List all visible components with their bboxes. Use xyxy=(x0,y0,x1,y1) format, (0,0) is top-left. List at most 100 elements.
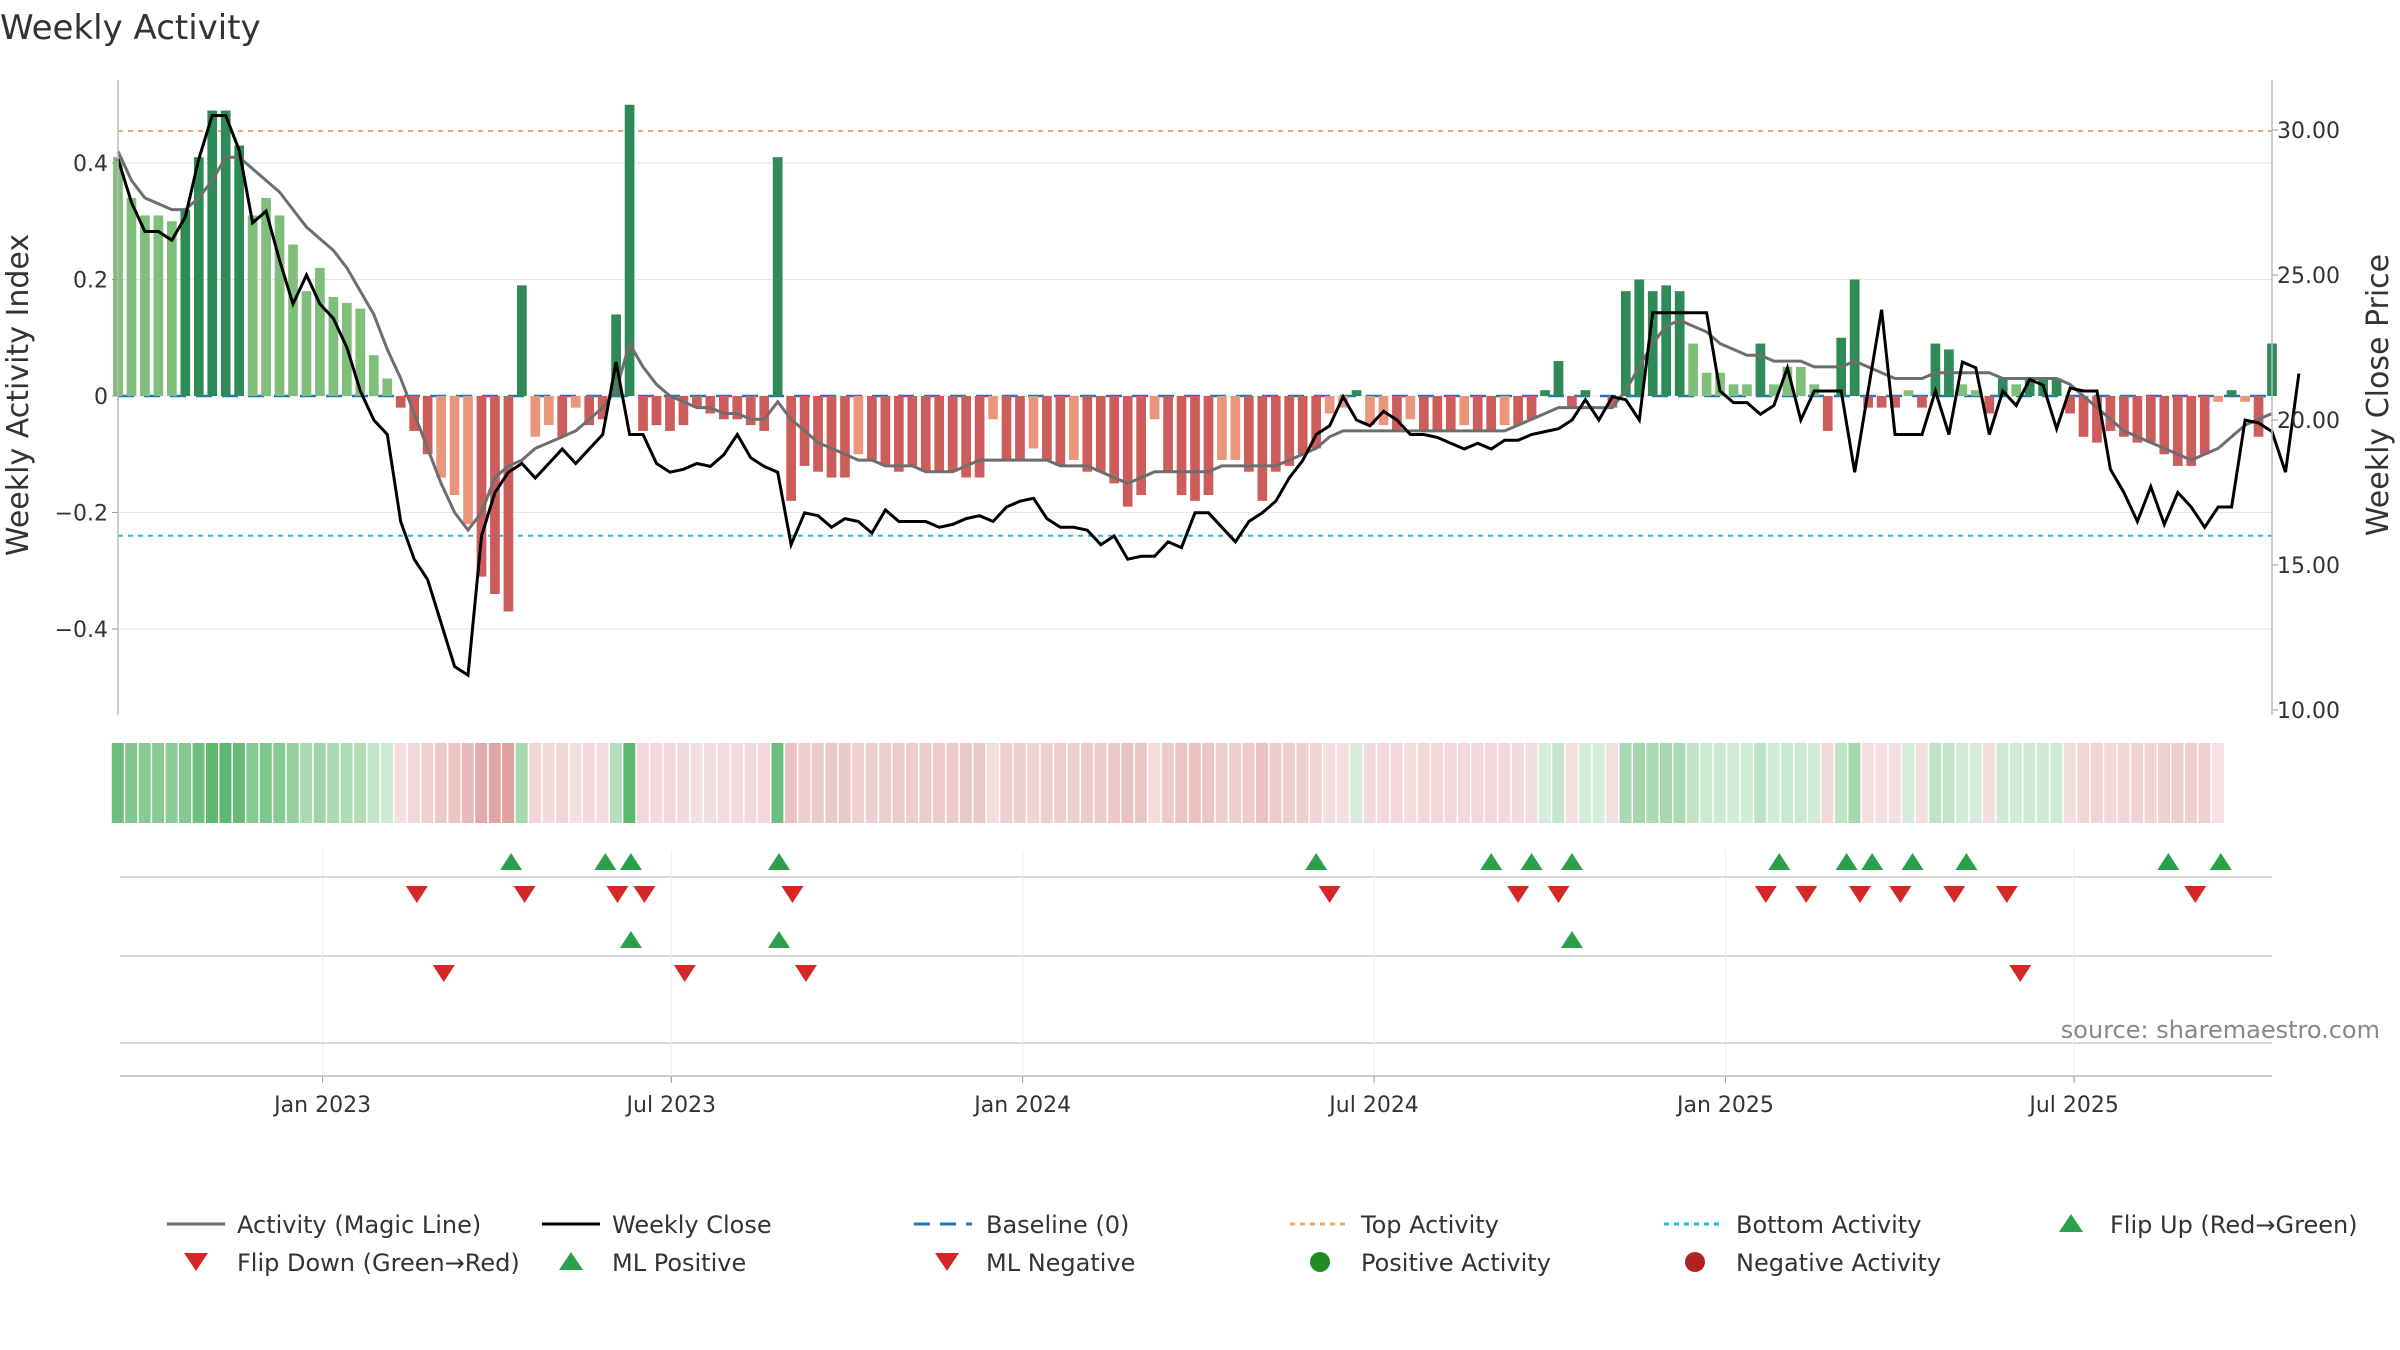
heat-strip-cell xyxy=(1161,743,1174,823)
heat-strip-cell xyxy=(609,743,622,823)
legend-label-bottom-activity: Bottom Activity xyxy=(1736,1211,1921,1239)
heat-strip-cell xyxy=(448,743,461,823)
activity-bar xyxy=(1270,396,1281,472)
heat-strip-cell xyxy=(1781,743,1794,823)
flip-down-marker xyxy=(1995,886,2018,903)
activity-bar xyxy=(2065,396,2075,414)
activity-bar xyxy=(1311,396,1322,449)
flip-down-marker xyxy=(1507,886,1530,903)
flip-up-marker xyxy=(1560,853,1583,870)
activity-bar xyxy=(261,197,271,396)
activity-bar xyxy=(1109,396,1120,484)
activity-bar xyxy=(476,396,487,577)
activity-bar xyxy=(288,244,298,396)
heat-strip-cell xyxy=(1525,743,1538,823)
activity-bar xyxy=(1136,396,1146,496)
heat-strip-cell xyxy=(1107,743,1120,823)
heat-strip-cell xyxy=(1834,743,1847,823)
activity-bar xyxy=(2132,396,2143,443)
heat-strip-cell xyxy=(1552,743,1565,823)
heat-strip-cell xyxy=(1121,743,1134,823)
y-tick-label-left: 0.2 xyxy=(73,269,108,294)
ml-negative-marker xyxy=(673,965,696,982)
activity-bar xyxy=(1970,390,1981,396)
activity-bar xyxy=(382,378,393,396)
x-tick-label: Jan 2023 xyxy=(272,1093,371,1118)
activity-bar xyxy=(2092,396,2102,443)
activity-bar xyxy=(786,396,796,501)
activity-bar xyxy=(1068,396,1079,461)
heat-strip-cell xyxy=(192,743,205,823)
heat-strip-cell xyxy=(1592,743,1605,823)
heat-strip-cell xyxy=(2023,743,2036,823)
flip-up-marker xyxy=(2157,853,2180,870)
legend-label-ml-positive: ML Positive xyxy=(612,1249,746,1277)
heat-strip-cell xyxy=(784,743,797,823)
heat-strip-cell xyxy=(1619,743,1632,823)
legend-label-negative-activity: Negative Activity xyxy=(1736,1249,1941,1277)
activity-bar xyxy=(1472,396,1483,431)
heat-strip-cell xyxy=(1377,743,1390,823)
heat-strip-cell xyxy=(1848,743,1861,823)
signal-markers xyxy=(405,853,2232,982)
heat-strip-cell xyxy=(757,743,770,823)
activity-bar xyxy=(1163,396,1173,472)
heat-strip-cell xyxy=(1538,743,1551,823)
flip-up-marker xyxy=(500,853,523,870)
activity-bar xyxy=(665,396,675,431)
heat-strip-cell xyxy=(623,743,636,823)
heat-strip-cell xyxy=(1458,743,1470,823)
activity-bar xyxy=(920,396,931,472)
legend-swatch-ml-positive xyxy=(559,1252,583,1270)
activity-bar xyxy=(1459,396,1470,426)
heat-strip-cell xyxy=(1417,743,1430,823)
activity-bar xyxy=(988,396,998,420)
heat-strip-cell xyxy=(1081,743,1094,823)
legend-label-baseline: Baseline (0) xyxy=(986,1211,1129,1239)
activity-bar xyxy=(1122,396,1133,507)
heat-strip-cell xyxy=(125,743,138,823)
activity-bar xyxy=(167,221,177,396)
heat-strip-cell xyxy=(1094,743,1107,823)
heat-strip-cell xyxy=(1942,743,1955,823)
heat-strip-cell xyxy=(1309,743,1322,823)
activity-bar xyxy=(1499,396,1510,426)
chart-title: Weekly Activity xyxy=(0,8,261,48)
activity-bar xyxy=(193,157,204,396)
heat-strip-cell xyxy=(2198,743,2211,823)
activity-bar xyxy=(1028,396,1039,449)
heat-strip-cell xyxy=(1471,743,1484,823)
activity-bar xyxy=(1445,396,1456,431)
heat-strip-cell xyxy=(1727,743,1740,823)
activity-bar xyxy=(1863,396,1873,408)
activity-bar xyxy=(1055,396,1066,466)
heat-strip-cell xyxy=(313,743,326,823)
heat-strip-cell xyxy=(892,743,905,823)
activity-bar xyxy=(1688,343,1698,396)
legend-label-ml-negative: ML Negative xyxy=(986,1249,1135,1277)
heat-strip-cell xyxy=(1431,743,1444,823)
heat-strip-cell xyxy=(1202,743,1215,823)
heat-strip-cell xyxy=(1175,743,1188,823)
heat-strip-cell xyxy=(2117,743,2130,823)
heat-strip-cell xyxy=(919,743,932,823)
ml-negative-marker xyxy=(432,965,455,982)
activity-bar xyxy=(1728,384,1739,396)
heat-strip-cell xyxy=(2131,743,2144,823)
activity-bar xyxy=(517,285,527,396)
activity-bar xyxy=(1634,279,1645,396)
flip-down-marker xyxy=(1754,886,1777,903)
heat-strip-cell xyxy=(1579,743,1592,823)
heat-strip-cell xyxy=(2184,743,2197,823)
heat-strip-cell xyxy=(1633,743,1645,823)
heat-strip-cell xyxy=(1915,743,1928,823)
flip-up-marker xyxy=(594,853,617,870)
activity-bar xyxy=(2051,378,2062,396)
heat-strip-cell xyxy=(825,743,838,823)
flip-up-marker xyxy=(2209,853,2232,870)
activity-bar xyxy=(207,110,218,396)
activity-bar xyxy=(813,396,823,472)
heat-strip-cell xyxy=(434,743,447,823)
activity-bar xyxy=(1042,396,1052,461)
activity-bar xyxy=(934,396,945,472)
